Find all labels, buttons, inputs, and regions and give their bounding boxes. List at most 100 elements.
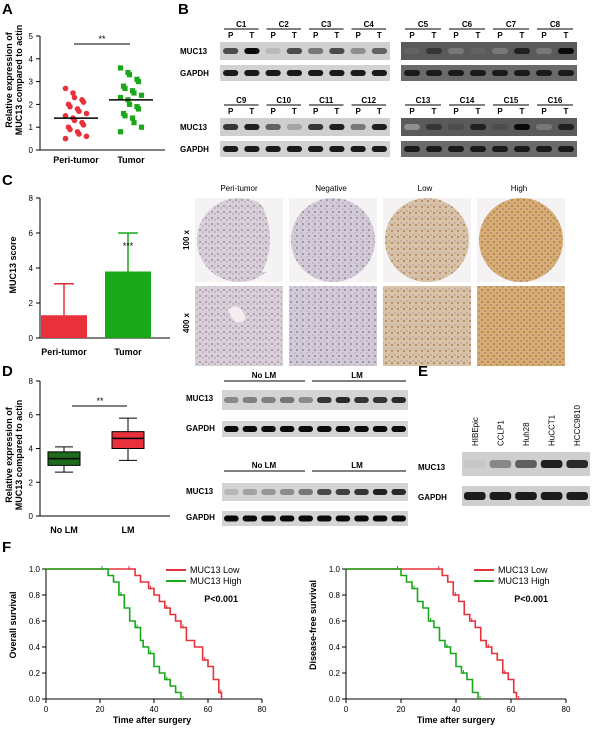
- f-xtick-label: 80: [258, 705, 267, 714]
- panel-c-ytick-label: 0: [29, 334, 34, 343]
- panel-b-p-label: P: [228, 107, 234, 116]
- panel-d-band: [335, 426, 351, 432]
- f-xtick-label: 40: [452, 705, 461, 714]
- panel-b-gapdh-membrane: [401, 141, 577, 157]
- panel-a-point-tumor: [126, 101, 133, 107]
- panel-e-muc13-band: [489, 460, 512, 468]
- panel-e-cell-line: HCCC9810: [573, 405, 582, 446]
- panel-b-muc13-band: [286, 124, 302, 130]
- panel-b-muc13-band: [371, 124, 387, 130]
- panel-a-point-peri: [67, 126, 73, 133]
- panel-b-muc13-band: [350, 124, 366, 130]
- panel-a-point-peri: [80, 99, 87, 105]
- panel-e-cell-line: HIBEpic: [471, 417, 480, 446]
- panel-d-band: [279, 515, 295, 522]
- panel-b-gapdh-band: [426, 70, 442, 76]
- f-xtick-label: 60: [507, 705, 516, 714]
- panel-d-band: [242, 397, 258, 403]
- panel-a-point-tumor: [138, 92, 145, 98]
- panel-label-f: F: [2, 539, 11, 556]
- panel-b-t-label: T: [377, 107, 382, 116]
- ihc-100x-peri: [195, 198, 283, 282]
- panel-d-band: [279, 489, 295, 495]
- panel-b-muc13-band: [244, 48, 260, 54]
- ihc-400x-low: [383, 286, 471, 366]
- panel-d-band: [224, 489, 239, 495]
- panel-c-ytick-label: 2: [29, 299, 34, 308]
- f-legend-low: MUC13 Low: [498, 565, 548, 575]
- panel-b-muc13-band: [350, 48, 366, 54]
- panel-b-muc13-band: [265, 48, 281, 54]
- panel-b-case-label: C11: [319, 96, 334, 105]
- ihc-400x-peri-lumen: [228, 306, 246, 323]
- f-left-pvalue: P<0.001: [204, 594, 238, 604]
- panel-a-point-peri: [62, 85, 69, 92]
- panel-d-ytick-label: 8: [29, 377, 34, 386]
- f-right-ylabel: Disease-free survival: [308, 580, 318, 670]
- panel-b-muc13-band: [308, 48, 324, 54]
- f-xtick-label: 60: [204, 705, 213, 714]
- panel-e-muc13-band: [464, 460, 486, 468]
- panel-f-left-chart: Overall survival Time after surgery P<0.…: [8, 565, 267, 725]
- panel-d-membrane: [222, 421, 408, 437]
- panel-b-gapdh-membrane: [220, 141, 390, 157]
- panel-b-gapdh-band: [286, 70, 302, 76]
- ihc-400x-negative: [289, 286, 377, 366]
- d-blot-nolm-1: No LM: [252, 371, 277, 380]
- panel-d-band: [298, 515, 313, 522]
- panel-d-band: [335, 397, 351, 403]
- panel-b-muc13-band: [265, 124, 281, 130]
- panel-b-case-label: C5: [418, 20, 429, 29]
- panel-b-gapdh-band: [492, 70, 508, 76]
- panel-b-t-label: T: [476, 107, 481, 116]
- panel-d-band: [298, 426, 313, 432]
- panel-a-ytick-label: 1: [29, 123, 34, 132]
- panel-c-bar: [41, 315, 87, 338]
- panel-d-band: [391, 515, 406, 522]
- ihc-100x-negative: [289, 198, 377, 282]
- f-xtick-label: 40: [150, 705, 159, 714]
- panel-b-gapdh-band: [244, 70, 260, 76]
- panel-e-cell-line: HuCCT1: [548, 414, 557, 446]
- panel-c-ytick-label: 6: [29, 229, 34, 238]
- panel-b-gapdh-band: [404, 146, 420, 152]
- panel-b-p-label: P: [497, 31, 503, 40]
- panel-a-point-tumor: [126, 72, 133, 78]
- panel-label-d: D: [2, 363, 13, 380]
- panel-a-point-tumor: [135, 79, 142, 85]
- panel-b-t-label: T: [564, 107, 569, 116]
- panel-c-bar: [105, 271, 151, 338]
- panel-a-group-peri: Peri-tumor: [53, 155, 99, 165]
- panel-b-muc13-membrane: [401, 42, 577, 60]
- panel-d-band: [261, 426, 276, 432]
- panel-b-muc13-membrane: [401, 118, 577, 136]
- panel-b-case-label: C14: [460, 96, 475, 105]
- panel-b-gapdh-band: [308, 146, 324, 152]
- panel-b-gapdh-band: [448, 146, 464, 152]
- f-xtick-label: 80: [562, 705, 571, 714]
- panel-b-muc13-band: [514, 124, 530, 130]
- panel-b-p-label: P: [409, 107, 415, 116]
- panel-b-p-label: P: [541, 31, 547, 40]
- panel-a-point-tumor: [117, 94, 124, 101]
- panel-a-ytick-label: 0: [29, 146, 34, 155]
- panel-b-gapdh-band: [448, 70, 464, 76]
- panel-b-t-label: T: [292, 31, 297, 40]
- f-ytick-label: 1.0: [29, 565, 41, 574]
- panel-b-gapdh-band: [536, 70, 552, 76]
- panel-d-chart: Relative expression of MUC13 compared to…: [4, 377, 170, 535]
- panel-d-band: [224, 397, 239, 403]
- f-legend-high: MUC13 High: [498, 576, 550, 586]
- panel-b-case-label: C9: [236, 96, 247, 105]
- panel-b-t-label: T: [249, 107, 254, 116]
- panel-d-group-nolm: No LM: [50, 525, 78, 535]
- panel-b-muc13-label: MUC13: [180, 47, 208, 56]
- panel-a-point-peri: [76, 131, 82, 137]
- panel-d-ytick-label: 6: [29, 411, 34, 420]
- panel-b-gapdh-band: [558, 70, 574, 76]
- panel-b-gapdh-label: GAPDH: [180, 69, 209, 78]
- panel-b-muc13-band: [329, 124, 345, 130]
- panel-d-significance: **: [96, 396, 104, 406]
- panel-b-t-label: T: [334, 107, 339, 116]
